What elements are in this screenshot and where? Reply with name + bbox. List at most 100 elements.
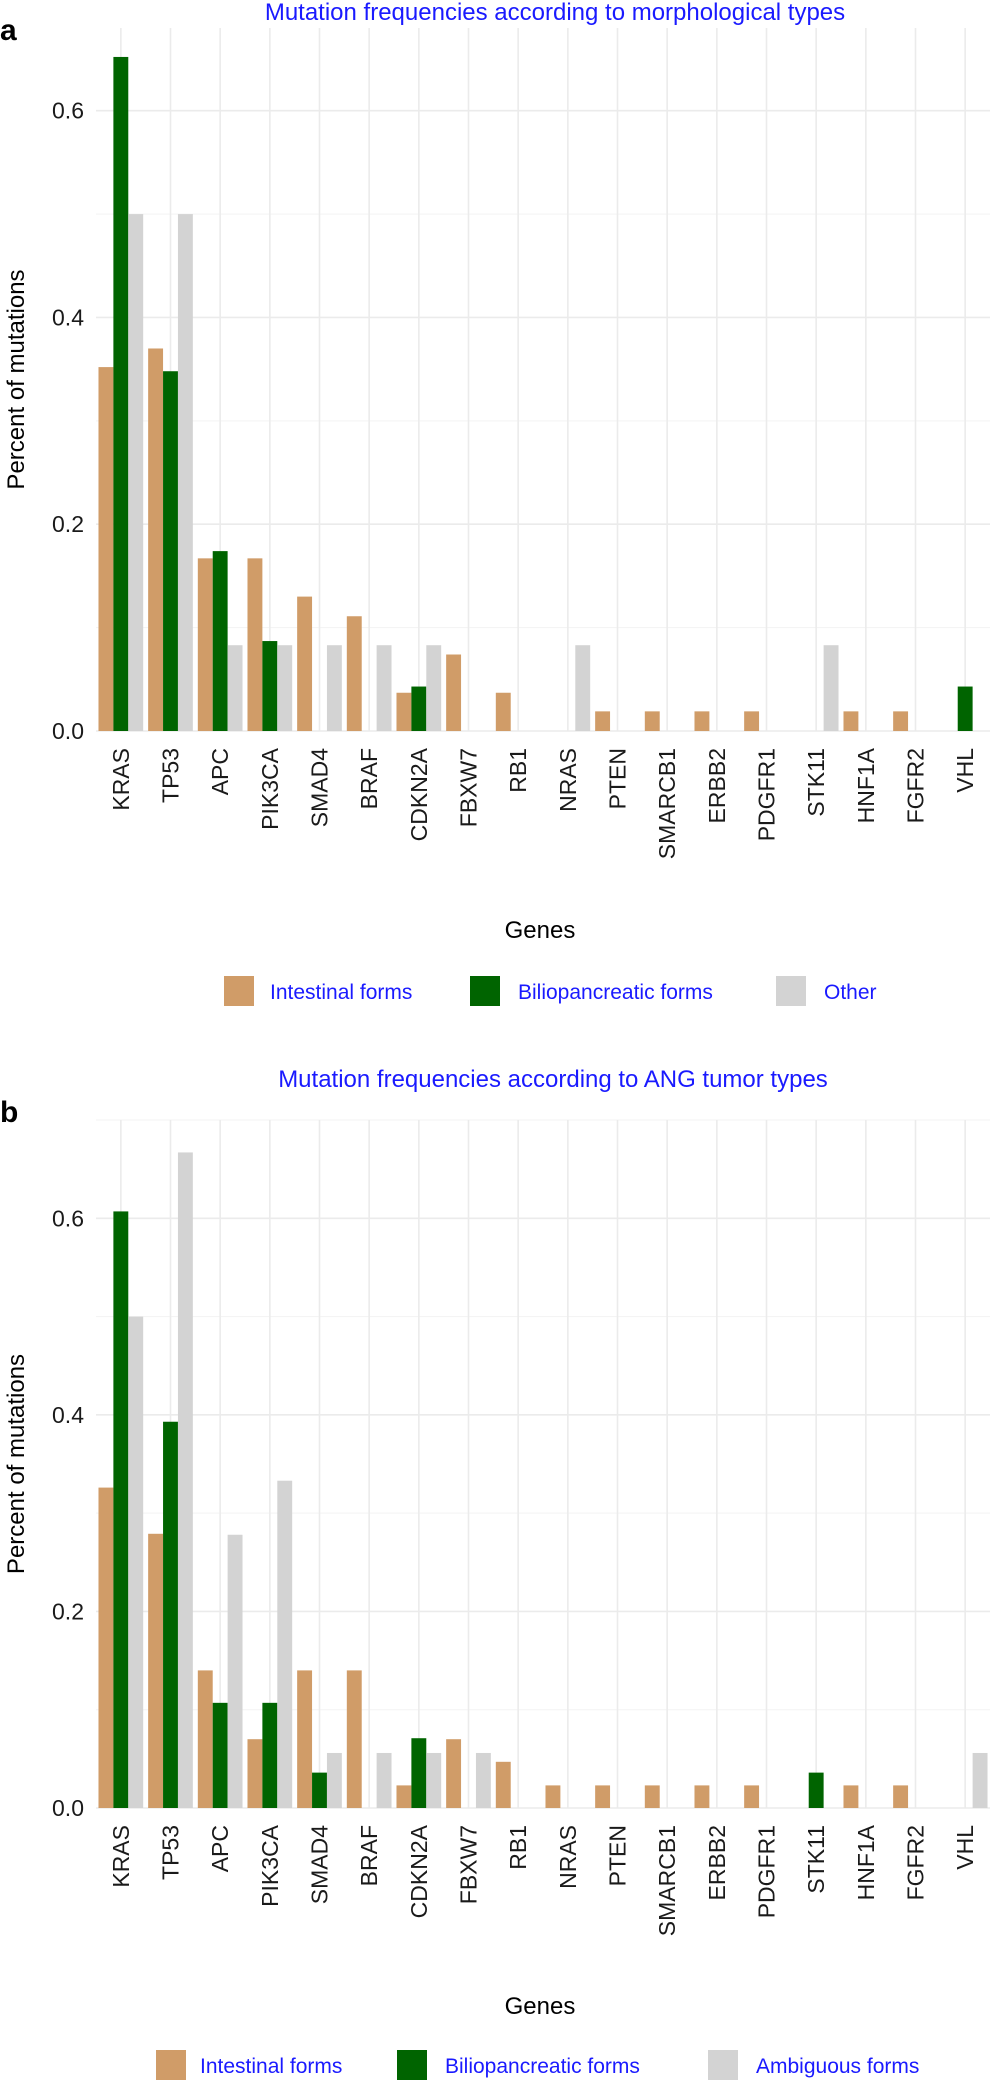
legend-label: Biliopancreatic forms [518, 981, 713, 1004]
bar-rb1-series-1 [495, 1761, 511, 1808]
x-tick-label: SMAD4 [307, 748, 333, 827]
bar-pik3ca-series-3 [277, 645, 293, 731]
bar-apc-series-2 [212, 1702, 228, 1808]
x-tick-label: CDKN2A [406, 747, 432, 841]
y-tick-label: 0.6 [52, 98, 84, 124]
legend-label: Biliopancreatic forms [445, 2055, 640, 2078]
bar-smad4-series-1 [297, 1670, 313, 1808]
bar-fgfr2-series-1 [893, 1785, 909, 1808]
chart-panel-b: b Mutation frequencies according to ANG t… [0, 1066, 990, 2080]
x-tick-label: HNF1A [853, 1824, 879, 1900]
bar-kras-series-1 [98, 1487, 114, 1808]
y-axis-title: Percent of mutations [3, 1354, 30, 1574]
bar-smarcb1-series-1 [644, 1785, 660, 1808]
bar-apc-series-3 [227, 645, 243, 731]
bar-vhl-series-2 [957, 686, 973, 731]
legend-label: Intestinal forms [270, 981, 412, 1004]
bar-kras-series-3 [128, 1316, 144, 1808]
bar-apc-series-1 [197, 1670, 213, 1808]
bar-tp53-series-3 [177, 214, 193, 731]
legend-key [156, 2050, 186, 2080]
bar-fbxw7-series-3 [475, 1752, 491, 1808]
x-tick-label: STK11 [803, 748, 829, 817]
x-tick-label: SMARCB1 [654, 1825, 680, 1936]
x-tick-label: PIK3CA [257, 1824, 283, 1906]
bar-erbb2-series-1 [694, 1785, 710, 1808]
bar-cdkn2a-series-3 [426, 645, 442, 731]
bar-fbxw7-series-1 [446, 654, 462, 731]
x-tick-label: FBXW7 [456, 748, 482, 827]
x-tick-label: KRAS [108, 1825, 134, 1888]
bar-pdgfr1-series-1 [744, 1785, 760, 1808]
bar-cdkn2a-series-2 [411, 686, 427, 731]
bar-kras-series-2 [113, 56, 129, 731]
bar-hnf1a-series-1 [843, 711, 859, 731]
x-tick-label: PTEN [605, 748, 631, 809]
bar-smad4-series-2 [312, 1772, 327, 1808]
y-tick-label: 0.4 [52, 1402, 84, 1428]
x-tick-label: VHL [952, 1825, 978, 1870]
bar-braf-series-3 [376, 1752, 392, 1808]
bar-pik3ca-series-2 [262, 1702, 278, 1808]
x-tick-label: BRAF [356, 748, 382, 809]
legend-label: Ambiguous forms [756, 2055, 919, 2078]
bar-pdgfr1-series-1 [744, 711, 760, 731]
bar-smad4-series-3 [326, 645, 342, 731]
legend-label: Other [824, 981, 877, 1004]
x-tick-label: SMARCB1 [654, 748, 680, 859]
bar-stk11-series-3 [823, 645, 839, 731]
y-tick-label: 0.0 [52, 1795, 84, 1821]
x-tick-label: PDGFR1 [754, 748, 780, 841]
x-tick-label: HNF1A [853, 747, 879, 823]
bar-braf-series-3 [376, 645, 392, 731]
bar-smad4-series-1 [297, 596, 313, 731]
x-tick-label: PTEN [605, 1825, 631, 1886]
y-tick-label: 0.6 [52, 1205, 84, 1231]
bar-braf-series-1 [346, 1670, 362, 1808]
bar-apc-series-3 [227, 1534, 243, 1808]
bar-tp53-series-1 [148, 348, 164, 731]
x-tick-label: ERBB2 [704, 1825, 730, 1900]
bar-stk11-series-2 [808, 1772, 824, 1808]
y-tick-label: 0.0 [52, 718, 84, 744]
chart-panel-a: a Mutation frequencies according to morph… [0, 0, 990, 1006]
panel-letter: a [0, 14, 17, 47]
bar-pik3ca-series-2 [262, 641, 278, 731]
bar-pten-series-1 [595, 711, 611, 731]
legend-key [397, 2050, 427, 2080]
y-tick-label: 0.2 [52, 1598, 84, 1624]
bar-pik3ca-series-1 [247, 1739, 263, 1808]
x-tick-label: PIK3CA [257, 747, 283, 829]
x-tick-label: NRAS [555, 1825, 581, 1889]
x-tick-label: APC [207, 1825, 233, 1872]
bar-nras-series-3 [575, 645, 591, 731]
x-tick-label: RB1 [505, 1825, 531, 1870]
x-tick-label: TP53 [158, 748, 184, 803]
legend-key [776, 976, 806, 1006]
x-tick-label: NRAS [555, 748, 581, 812]
bar-smad4-series-3 [326, 1752, 342, 1808]
x-tick-label: FGFR2 [903, 1825, 929, 1900]
bar-vhl-series-3 [972, 1752, 988, 1808]
x-tick-label: VHL [952, 748, 978, 793]
y-axis-title: Percent of mutations [3, 269, 30, 489]
bar-kras-series-1 [98, 367, 114, 731]
chart-title: Mutation frequencies according to morpho… [265, 0, 845, 26]
chart-title: Mutation frequencies according to ANG tu… [278, 1066, 828, 1093]
x-tick-label: ERBB2 [704, 748, 730, 823]
bar-erbb2-series-1 [694, 711, 710, 731]
legend-key [708, 2050, 738, 2080]
bar-apc-series-2 [212, 551, 228, 731]
x-tick-label: BRAF [356, 1825, 382, 1886]
x-tick-label: TP53 [158, 1825, 184, 1880]
panel-letter: b [0, 1096, 18, 1129]
bar-fbxw7-series-1 [446, 1739, 462, 1808]
bar-tp53-series-2 [163, 1421, 178, 1808]
x-tick-label: PDGFR1 [754, 1825, 780, 1918]
bar-cdkn2a-series-1 [396, 1785, 412, 1808]
bar-hnf1a-series-1 [843, 1785, 859, 1808]
bar-apc-series-1 [197, 558, 213, 731]
bar-cdkn2a-series-2 [411, 1738, 427, 1808]
bar-pik3ca-series-1 [247, 558, 263, 731]
